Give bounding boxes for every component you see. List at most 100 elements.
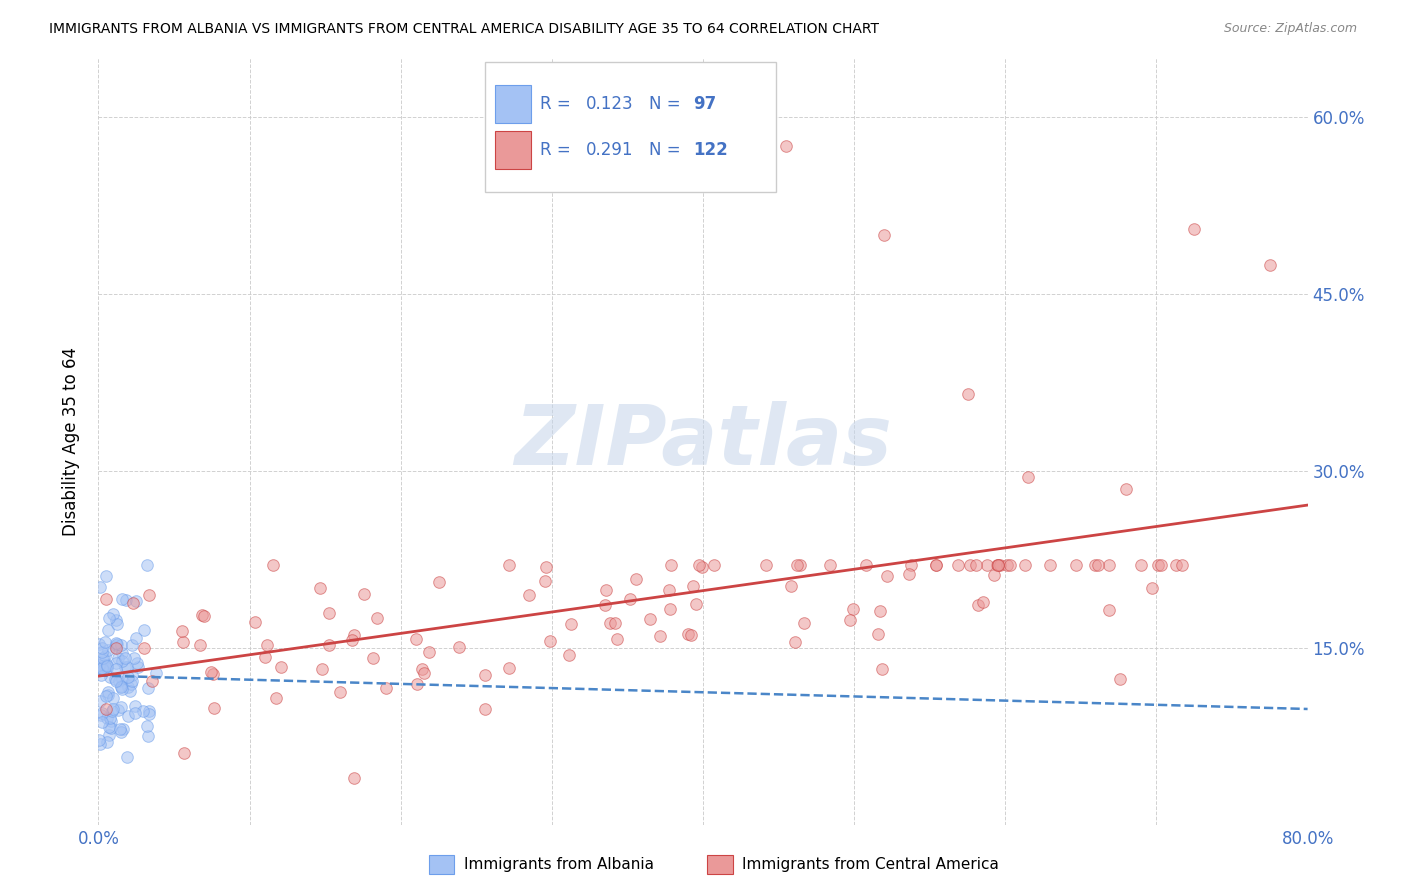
Point bbox=[688, 558, 710, 573]
Point bbox=[1150, 558, 1173, 573]
Point bbox=[976, 558, 998, 573]
Text: 97: 97 bbox=[693, 95, 717, 113]
Point bbox=[124, 650, 146, 665]
Point bbox=[117, 680, 139, 694]
Point bbox=[104, 636, 127, 650]
Point bbox=[449, 640, 471, 654]
Point bbox=[100, 714, 122, 729]
Point bbox=[1087, 558, 1109, 573]
Point bbox=[536, 560, 558, 574]
Point bbox=[678, 627, 700, 641]
Point bbox=[91, 661, 114, 675]
Point bbox=[869, 604, 891, 618]
Point bbox=[983, 567, 1005, 582]
Point bbox=[173, 746, 195, 760]
Point bbox=[498, 661, 520, 675]
Point bbox=[340, 632, 363, 647]
Point bbox=[595, 583, 617, 598]
Point bbox=[188, 638, 211, 652]
Point bbox=[517, 588, 540, 602]
Text: ZIPatlas: ZIPatlas bbox=[515, 401, 891, 482]
Point bbox=[90, 708, 112, 723]
Point bbox=[100, 711, 122, 725]
Point bbox=[90, 706, 112, 720]
Point bbox=[89, 733, 111, 747]
FancyBboxPatch shape bbox=[485, 62, 776, 193]
Point bbox=[966, 558, 988, 573]
Point bbox=[925, 558, 948, 573]
Point bbox=[256, 638, 278, 652]
Point bbox=[89, 580, 111, 594]
Point bbox=[558, 648, 581, 663]
Text: R =: R = bbox=[540, 95, 576, 113]
Point bbox=[89, 737, 111, 751]
Point bbox=[1014, 558, 1036, 573]
Point bbox=[995, 558, 1018, 573]
Point bbox=[96, 734, 118, 748]
Point bbox=[87, 658, 110, 673]
Text: N =: N = bbox=[648, 141, 686, 159]
Point bbox=[125, 631, 148, 645]
Point bbox=[1039, 558, 1062, 573]
Point bbox=[650, 628, 672, 642]
Point bbox=[973, 594, 995, 608]
Point bbox=[679, 627, 702, 641]
Point bbox=[117, 660, 139, 674]
Point bbox=[474, 702, 496, 716]
Point bbox=[97, 688, 120, 702]
Point bbox=[658, 582, 681, 597]
Point bbox=[925, 558, 948, 573]
Point bbox=[418, 645, 440, 659]
Point bbox=[125, 657, 148, 671]
Point bbox=[89, 694, 111, 708]
Point bbox=[111, 672, 134, 686]
Point bbox=[97, 610, 120, 624]
Point bbox=[138, 588, 160, 602]
Point bbox=[270, 659, 292, 673]
Text: 0.291: 0.291 bbox=[586, 141, 633, 159]
Point bbox=[107, 651, 129, 665]
Point bbox=[789, 558, 811, 573]
Point bbox=[986, 558, 1008, 573]
Point bbox=[793, 616, 815, 631]
Text: Immigrants from Albania: Immigrants from Albania bbox=[464, 857, 654, 871]
Point bbox=[93, 635, 115, 649]
Point bbox=[474, 668, 496, 682]
Point bbox=[96, 569, 118, 583]
Point bbox=[107, 703, 129, 717]
Point bbox=[114, 592, 136, 607]
Point bbox=[855, 558, 877, 573]
Point bbox=[1115, 482, 1137, 496]
Point bbox=[124, 593, 146, 607]
Point bbox=[606, 632, 628, 647]
Point bbox=[138, 707, 160, 722]
Point bbox=[1098, 558, 1121, 573]
Point bbox=[200, 665, 222, 679]
Point bbox=[405, 632, 427, 646]
Point bbox=[170, 624, 193, 638]
Text: Source: ZipAtlas.com: Source: ZipAtlas.com bbox=[1223, 22, 1357, 36]
Point bbox=[120, 684, 142, 698]
Point bbox=[538, 634, 561, 648]
Point bbox=[97, 624, 120, 638]
Point bbox=[264, 691, 287, 706]
Point bbox=[661, 558, 683, 573]
Point bbox=[842, 602, 865, 616]
Point bbox=[1147, 558, 1170, 573]
Point bbox=[90, 645, 112, 659]
Point bbox=[783, 635, 806, 649]
Point bbox=[685, 597, 707, 611]
Point bbox=[117, 708, 139, 723]
Point bbox=[897, 566, 920, 581]
Point bbox=[104, 672, 127, 686]
Point bbox=[876, 568, 898, 582]
Point bbox=[108, 673, 131, 688]
Point bbox=[111, 681, 134, 696]
Point bbox=[90, 668, 112, 682]
Point bbox=[412, 665, 434, 680]
Point bbox=[682, 579, 704, 593]
Point bbox=[311, 662, 333, 676]
Y-axis label: Disability Age 35 to 64: Disability Age 35 to 64 bbox=[62, 347, 80, 536]
Point bbox=[755, 558, 778, 573]
Point bbox=[948, 558, 970, 573]
